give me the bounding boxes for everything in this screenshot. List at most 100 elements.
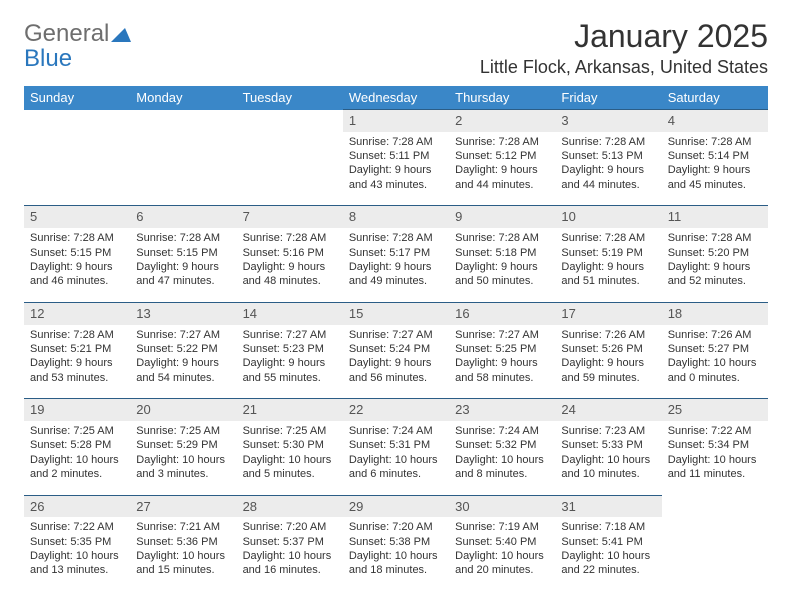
sunrise-text: Sunrise: 7:20 AM — [349, 520, 443, 534]
sunset-text: Sunset: 5:25 PM — [455, 342, 549, 356]
daylight-text: and 58 minutes. — [455, 371, 549, 385]
day-content-row: Sunrise: 7:28 AMSunset: 5:15 PMDaylight:… — [24, 228, 768, 302]
sunset-text: Sunset: 5:11 PM — [349, 149, 443, 163]
day-cell: Sunrise: 7:27 AMSunset: 5:23 PMDaylight:… — [237, 325, 343, 399]
daylight-text: and 45 minutes. — [668, 178, 762, 192]
day-cell: Sunrise: 7:28 AMSunset: 5:12 PMDaylight:… — [449, 132, 555, 206]
sunrise-text: Sunrise: 7:20 AM — [243, 520, 337, 534]
daylight-text: and 20 minutes. — [455, 563, 549, 577]
daylight-text: Daylight: 10 hours — [668, 356, 762, 370]
daylight-text: and 43 minutes. — [349, 178, 443, 192]
sunrise-text: Sunrise: 7:27 AM — [455, 328, 549, 342]
sunrise-text: Sunrise: 7:28 AM — [136, 231, 230, 245]
sunset-text: Sunset: 5:23 PM — [243, 342, 337, 356]
daylight-text: Daylight: 9 hours — [455, 260, 549, 274]
daylight-text: and 44 minutes. — [561, 178, 655, 192]
day-cell: Sunrise: 7:26 AMSunset: 5:27 PMDaylight:… — [662, 325, 768, 399]
day-number: 14 — [237, 302, 343, 324]
daylight-text: Daylight: 9 hours — [668, 163, 762, 177]
day-cell: Sunrise: 7:20 AMSunset: 5:38 PMDaylight:… — [343, 517, 449, 591]
empty-cell — [662, 517, 768, 591]
weekday-header: Monday — [130, 86, 236, 110]
weekday-header: Thursday — [449, 86, 555, 110]
daylight-text: Daylight: 9 hours — [561, 163, 655, 177]
sunrise-text: Sunrise: 7:27 AM — [349, 328, 443, 342]
sunset-text: Sunset: 5:12 PM — [455, 149, 549, 163]
day-number: 19 — [24, 399, 130, 421]
day-number: 30 — [449, 495, 555, 517]
day-cell: Sunrise: 7:28 AMSunset: 5:16 PMDaylight:… — [237, 228, 343, 302]
daylight-text: and 49 minutes. — [349, 274, 443, 288]
daylight-text: and 44 minutes. — [455, 178, 549, 192]
sunset-text: Sunset: 5:24 PM — [349, 342, 443, 356]
day-number: 3 — [555, 110, 661, 132]
sunset-text: Sunset: 5:21 PM — [30, 342, 124, 356]
sunset-text: Sunset: 5:32 PM — [455, 438, 549, 452]
sunset-text: Sunset: 5:15 PM — [136, 246, 230, 260]
logo-triangle-icon — [111, 23, 131, 47]
day-cell: Sunrise: 7:19 AMSunset: 5:40 PMDaylight:… — [449, 517, 555, 591]
daylight-text: Daylight: 9 hours — [136, 260, 230, 274]
day-number: 31 — [555, 495, 661, 517]
day-number-row: 19202122232425 — [24, 399, 768, 421]
day-cell: Sunrise: 7:18 AMSunset: 5:41 PMDaylight:… — [555, 517, 661, 591]
sunrise-text: Sunrise: 7:22 AM — [668, 424, 762, 438]
weekday-header: Wednesday — [343, 86, 449, 110]
day-cell: Sunrise: 7:28 AMSunset: 5:19 PMDaylight:… — [555, 228, 661, 302]
sunset-text: Sunset: 5:28 PM — [30, 438, 124, 452]
daylight-text: Daylight: 10 hours — [561, 453, 655, 467]
sunrise-text: Sunrise: 7:27 AM — [243, 328, 337, 342]
day-cell: Sunrise: 7:20 AMSunset: 5:37 PMDaylight:… — [237, 517, 343, 591]
daylight-text: and 46 minutes. — [30, 274, 124, 288]
day-number: 21 — [237, 399, 343, 421]
sunrise-text: Sunrise: 7:25 AM — [243, 424, 337, 438]
day-cell: Sunrise: 7:22 AMSunset: 5:35 PMDaylight:… — [24, 517, 130, 591]
sunrise-text: Sunrise: 7:26 AM — [668, 328, 762, 342]
sunset-text: Sunset: 5:17 PM — [349, 246, 443, 260]
day-number: 10 — [555, 206, 661, 228]
day-number-row: 567891011 — [24, 206, 768, 228]
daylight-text: Daylight: 10 hours — [561, 549, 655, 563]
daylight-text: and 54 minutes. — [136, 371, 230, 385]
day-number: 22 — [343, 399, 449, 421]
sunset-text: Sunset: 5:36 PM — [136, 535, 230, 549]
day-number: 27 — [130, 495, 236, 517]
daylight-text: Daylight: 10 hours — [668, 453, 762, 467]
daylight-text: and 47 minutes. — [136, 274, 230, 288]
day-number: 17 — [555, 302, 661, 324]
daylight-text: Daylight: 10 hours — [136, 549, 230, 563]
day-cell: Sunrise: 7:25 AMSunset: 5:28 PMDaylight:… — [24, 421, 130, 495]
day-content-row: Sunrise: 7:28 AMSunset: 5:11 PM Daylight:… — [24, 132, 768, 206]
weekday-header: Tuesday — [237, 86, 343, 110]
day-content-row: Sunrise: 7:28 AMSunset: 5:21 PMDaylight:… — [24, 325, 768, 399]
daylight-text: and 6 minutes. — [349, 467, 443, 481]
sunset-text: Sunset: 5:14 PM — [668, 149, 762, 163]
weekday-header-row: Sunday Monday Tuesday Wednesday Thursday… — [24, 86, 768, 110]
day-number: 9 — [449, 206, 555, 228]
day-cell: Sunrise: 7:24 AMSunset: 5:31 PMDaylight:… — [343, 421, 449, 495]
daylight-text: and 48 minutes. — [243, 274, 337, 288]
daylight-text: Daylight: 10 hours — [455, 453, 549, 467]
daylight-text: Daylight: 9 hours — [349, 260, 443, 274]
sunrise-text: Sunrise: 7:23 AM — [561, 424, 655, 438]
daylight-text: Daylight: 10 hours — [136, 453, 230, 467]
day-number-row: 262728293031 — [24, 495, 768, 517]
daylight-text: and 11 minutes. — [668, 467, 762, 481]
day-cell: Sunrise: 7:28 AMSunset: 5:11 PMDaylight:… — [343, 132, 449, 206]
day-cell: Sunrise: 7:28 AMSunset: 5:20 PMDaylight:… — [662, 228, 768, 302]
empty-cell — [130, 132, 236, 206]
day-cell: Sunrise: 7:28 AMSunset: 5:17 PMDaylight:… — [343, 228, 449, 302]
daylight-text: Daylight: 9 hours — [455, 163, 549, 177]
calendar-page: General Blue January 2025 Little Flock, … — [0, 0, 792, 603]
daylight-text: and 18 minutes. — [349, 563, 443, 577]
daylight-text: and 16 minutes. — [243, 563, 337, 577]
daylight-text: Daylight: 9 hours — [30, 260, 124, 274]
weekday-header: Friday — [555, 86, 661, 110]
sunrise-text: Sunrise: 7:28 AM — [349, 231, 443, 245]
sunrise-text: Sunrise: 7:28 AM — [455, 231, 549, 245]
day-number: 23 — [449, 399, 555, 421]
sunrise-text: Sunrise: 7:25 AM — [30, 424, 124, 438]
daylight-text: Daylight: 10 hours — [243, 549, 337, 563]
empty-cell — [662, 495, 768, 517]
sunrise-text: Sunrise: 7:28 AM — [349, 135, 443, 149]
